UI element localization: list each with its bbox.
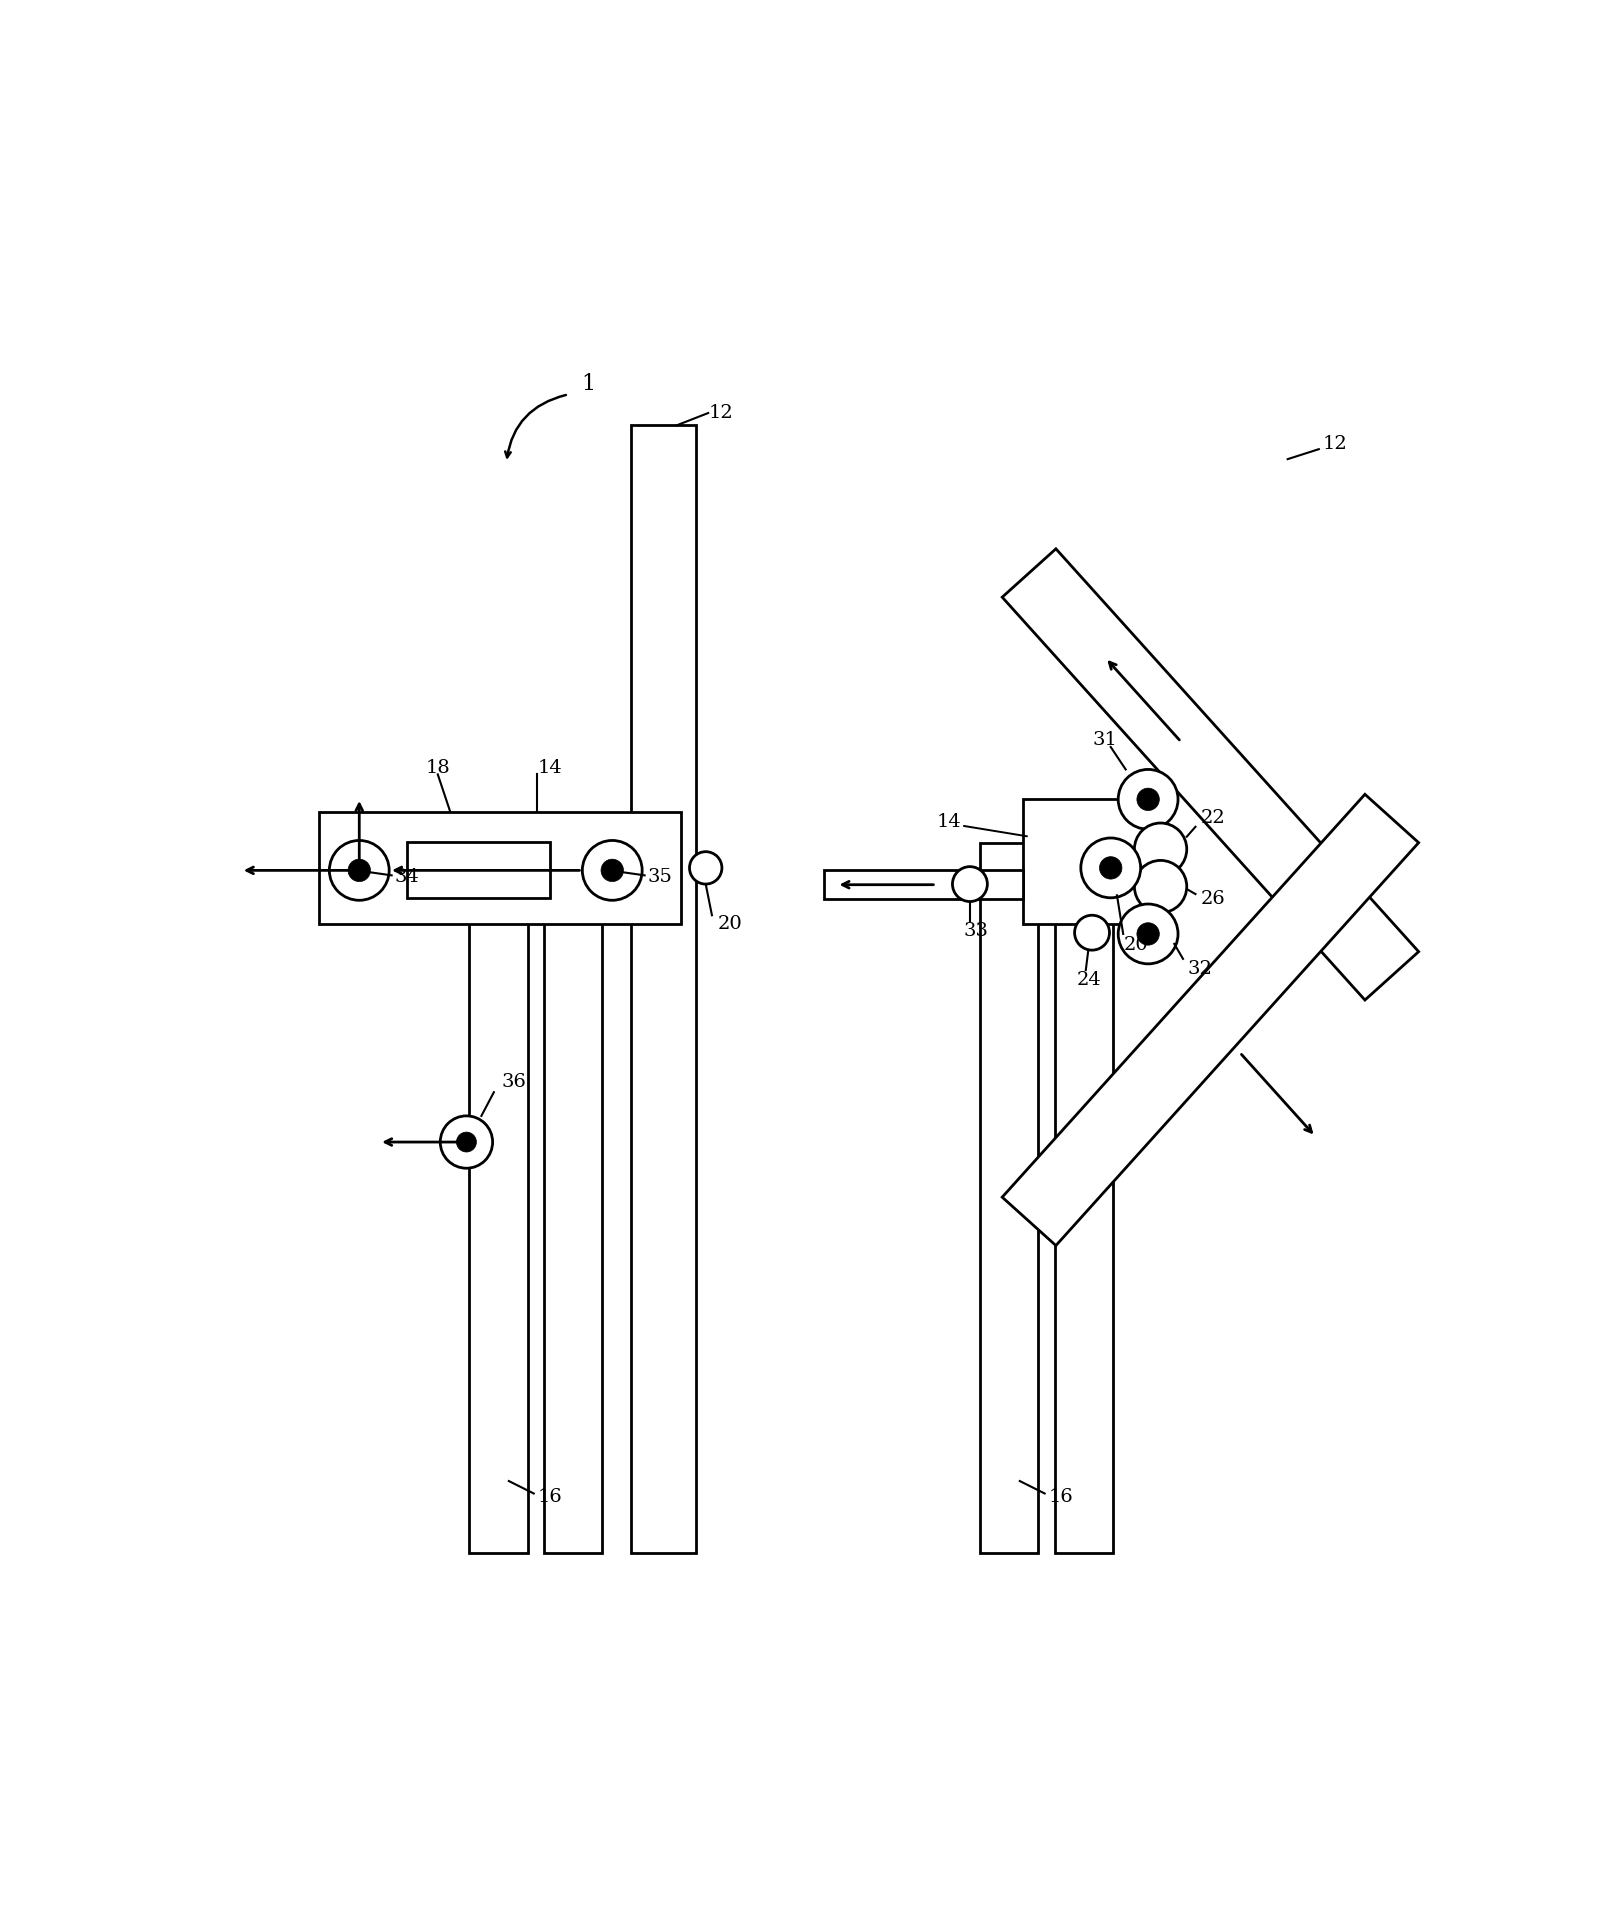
Bar	[979, 843, 1038, 1554]
Circle shape	[1133, 860, 1186, 912]
Circle shape	[1136, 787, 1159, 810]
Text: 12: 12	[707, 404, 733, 422]
Bar	[469, 855, 527, 1554]
Circle shape	[582, 841, 641, 901]
Circle shape	[1136, 924, 1159, 945]
Polygon shape	[1001, 548, 1417, 1000]
Text: 31: 31	[1091, 730, 1117, 749]
Circle shape	[440, 1115, 492, 1169]
Circle shape	[1133, 824, 1186, 876]
Text: 18: 18	[424, 759, 450, 778]
Text: 32: 32	[1188, 960, 1212, 977]
Text: 34: 34	[394, 868, 419, 885]
Circle shape	[347, 858, 370, 881]
Text: 12: 12	[1323, 435, 1347, 454]
Text: 16: 16	[1048, 1489, 1072, 1506]
Text: 35: 35	[646, 868, 672, 885]
Text: 24: 24	[1077, 971, 1101, 989]
Text: 14: 14	[537, 759, 562, 778]
Circle shape	[1099, 856, 1122, 879]
Circle shape	[951, 866, 987, 902]
Polygon shape	[1001, 795, 1417, 1245]
Text: 36: 36	[501, 1073, 525, 1092]
Bar	[320, 812, 680, 924]
Text: 26: 26	[1200, 891, 1225, 908]
Bar	[824, 870, 1024, 899]
Circle shape	[1117, 770, 1178, 830]
Bar	[543, 855, 603, 1554]
Circle shape	[601, 858, 624, 881]
Text: 1: 1	[580, 374, 595, 395]
Bar	[407, 841, 550, 899]
Circle shape	[1117, 904, 1178, 964]
Bar	[1024, 799, 1141, 924]
Bar	[1054, 843, 1112, 1554]
Circle shape	[329, 841, 389, 901]
Text: 16: 16	[537, 1489, 562, 1506]
Text: 20: 20	[1122, 937, 1147, 954]
Circle shape	[456, 1132, 476, 1152]
Text: 20: 20	[718, 916, 742, 933]
Bar	[630, 425, 696, 1554]
Circle shape	[689, 853, 722, 883]
Circle shape	[1080, 837, 1139, 899]
Text: 33: 33	[963, 922, 988, 941]
Text: 22: 22	[1200, 809, 1225, 828]
Text: 14: 14	[935, 812, 961, 832]
Circle shape	[1073, 916, 1109, 950]
